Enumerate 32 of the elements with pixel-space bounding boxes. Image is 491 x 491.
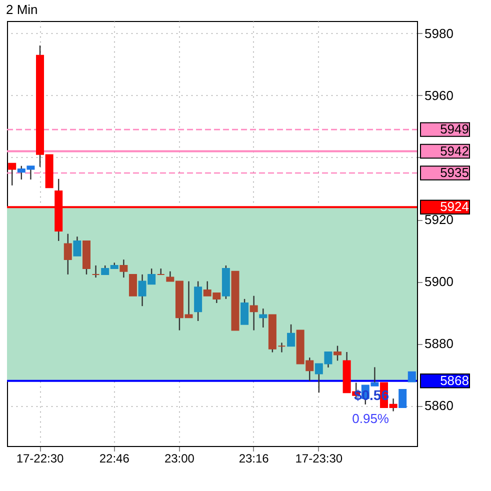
x-tick-label: 23:00: [164, 452, 195, 466]
x-tick-label: 22:46: [99, 452, 130, 466]
candlestick: [259, 308, 268, 328]
chart-title: 2 Min: [6, 2, 38, 17]
ref-line-label: 5868: [440, 372, 469, 388]
candlestick: [408, 371, 416, 382]
candlestick: [128, 274, 137, 296]
candlestick: [334, 345, 342, 362]
candlestick: [398, 389, 407, 408]
x-tick-label: 17-22:30: [16, 452, 64, 466]
ref-line-label: 5935: [440, 165, 469, 180]
y-tick-label: 5920: [424, 212, 454, 228]
candlestick: [8, 162, 16, 186]
x-tick-label: 17-23:30: [295, 452, 343, 466]
y-tick-label: 5900: [424, 274, 454, 290]
candlestick: [64, 233, 72, 276]
candlestick: [287, 324, 296, 347]
candlestick: [120, 258, 128, 278]
ref-line-label: 5924: [440, 199, 469, 214]
candlestick: [250, 295, 258, 331]
y-tick-label: 5880: [424, 336, 454, 352]
candlestick: [73, 236, 82, 256]
y-tick-label: 5980: [424, 26, 454, 41]
y-tick-label: 5960: [424, 88, 454, 103]
annotation: $0.56: [354, 387, 390, 403]
ref-line-label: 5949: [440, 122, 469, 137]
candlestick: [92, 264, 100, 278]
x-tick-label: 23:16: [238, 452, 270, 466]
annotation: 0.95%: [352, 411, 390, 426]
ref-line-label: 5942: [440, 143, 469, 158]
candlestick: [240, 298, 249, 325]
y-tick-label: 5860: [424, 398, 454, 414]
